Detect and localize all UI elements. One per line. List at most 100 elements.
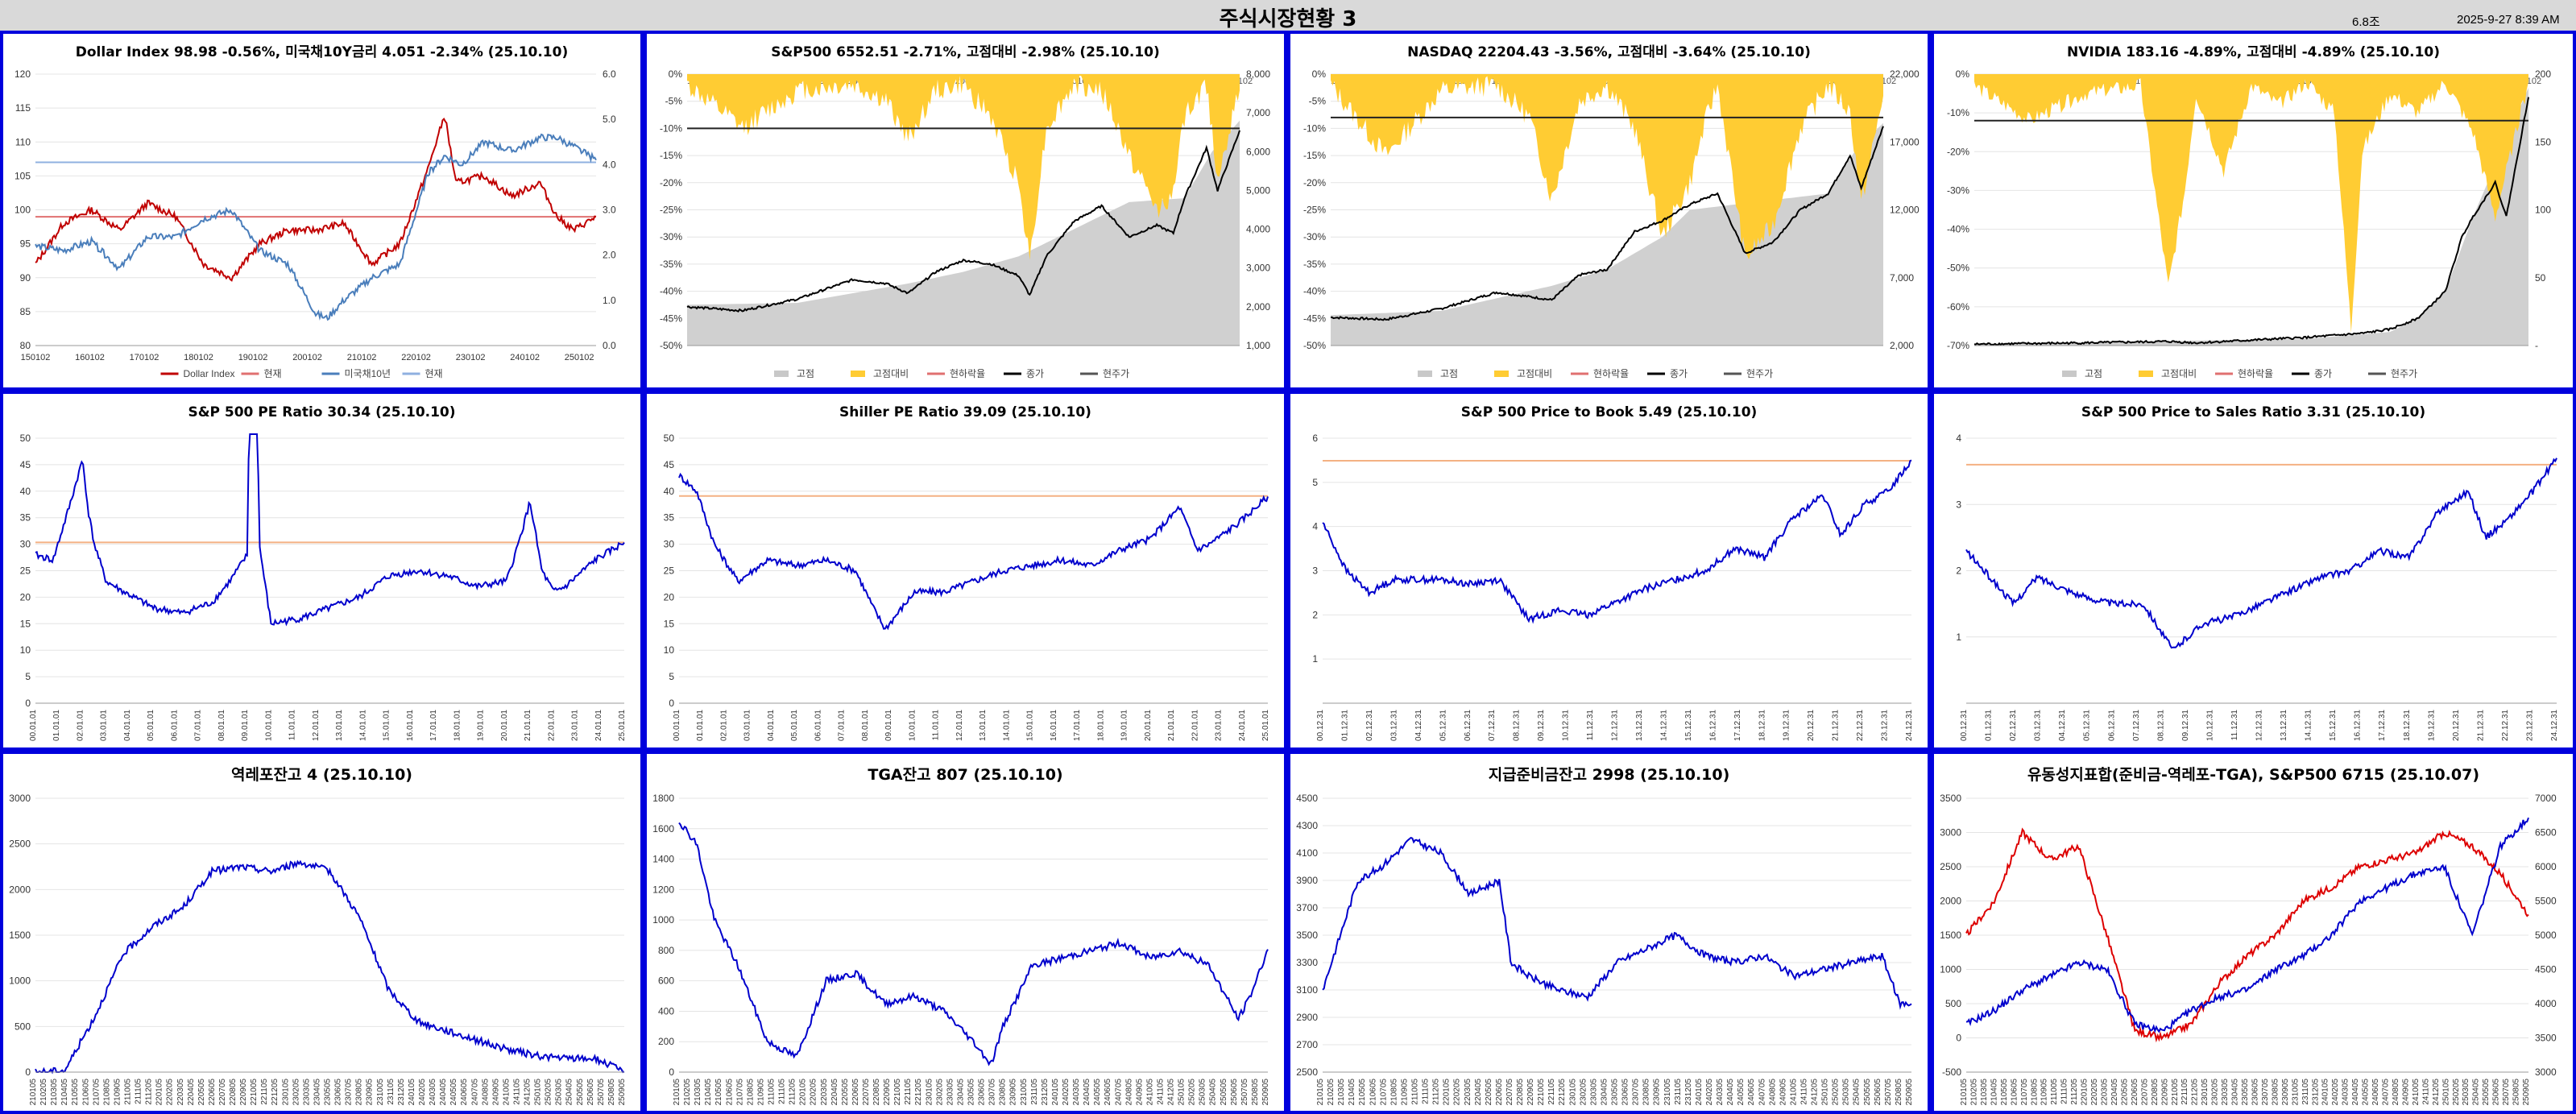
x-tick-label: 231205: [1041, 1079, 1050, 1106]
chart-panel-6: Shiller PE Ratio 39.09 (25.10.10) 0 5 10 15 2…: [644, 391, 1287, 751]
x-tick-label: 231205: [2311, 1079, 2320, 1106]
x-tick-label: 05.01.01: [790, 710, 799, 741]
chart-svg: 유동성지표합(준비금-역레포-TGA), S&P500 6715 (25.10.…: [1940, 766, 2557, 1106]
x-tick-label: 05.12.31: [1439, 710, 1447, 741]
x-tick-label: 240705: [2382, 1079, 2391, 1106]
legend-swatch: [1494, 371, 1509, 377]
x-tick-label: 12.12.31: [1611, 710, 1620, 741]
x-tick-label: 09.12.31: [1537, 710, 1546, 741]
series-line-1: [35, 433, 625, 627]
legend-label: 고점대비: [873, 368, 909, 379]
x-tick-label: 190102: [238, 353, 268, 362]
x-tick-label: 210905: [113, 1079, 122, 1106]
x-tick-label: 230605: [1621, 1079, 1630, 1106]
x-tick-label: 211205: [145, 1079, 154, 1105]
x-tick-label: 240305: [429, 1079, 437, 1106]
x-tick-label: 220805: [2151, 1079, 2160, 1106]
y2-tick-label: 6.0: [603, 68, 616, 80]
x-tick-label: 250405: [1853, 1079, 1862, 1106]
x-tick-label: 241205: [1811, 1079, 1820, 1106]
chart-title: 역레포잔고 4 (25.10.10): [231, 766, 412, 784]
y-tick-label: 3000: [9, 793, 31, 804]
x-tick-label: 240305: [1716, 1079, 1725, 1106]
chart-panel-11: 지급준비금잔고 2998 (25.10.10) 2500 2700 2900 3100 3…: [1287, 751, 1931, 1114]
x-tick-label: 250205: [1832, 1079, 1841, 1106]
x-tick-label: 210305: [1337, 1079, 1346, 1106]
x-tick-label: 210605: [2010, 1079, 2019, 1106]
close-price-line: [686, 130, 1240, 313]
y-tick-label: -10%: [1303, 122, 1326, 134]
x-tick-label: 231005: [1020, 1079, 1029, 1106]
x-tick-label: 240405: [1083, 1079, 1091, 1106]
x-tick-label: 220405: [2110, 1079, 2119, 1106]
x-tick-label: 150102: [21, 353, 51, 362]
x-tick-label: 210705: [2020, 1079, 2029, 1106]
y2-tick-label: 2,000: [1890, 340, 1914, 351]
y-tick-label: 1000: [652, 914, 674, 926]
x-tick-label: 250105: [2441, 1079, 2450, 1106]
x-tick-label: 13.01.01: [335, 710, 344, 741]
chart-title: S&P 500 PE Ratio 30.34 (25.10.10): [188, 404, 455, 420]
y-tick-label: -30%: [660, 231, 682, 242]
x-tick-label: 240205: [1705, 1079, 1714, 1106]
x-tick-label: 210705: [735, 1079, 744, 1106]
x-tick-label: 12.01.01: [312, 710, 321, 741]
x-tick-label: 17.12.31: [2378, 710, 2387, 741]
y-tick-label: 15: [664, 618, 675, 629]
x-tick-label: 250605: [1230, 1079, 1239, 1106]
x-tick-label: 18.12.31: [2403, 710, 2412, 741]
y-tick-label: -10%: [660, 122, 682, 134]
x-tick-label: 250905: [1261, 1079, 1270, 1106]
x-tick-label: 230102: [456, 353, 486, 362]
x-tick-label: 221205: [271, 1079, 280, 1106]
x-tick-label: 230505: [967, 1079, 976, 1106]
x-tick-label: 230905: [366, 1079, 375, 1106]
x-tick-label: 211105: [135, 1079, 143, 1104]
y2-tick-label: 7000: [2535, 793, 2557, 804]
x-tick-label: 19.12.31: [1783, 710, 1791, 741]
x-tick-label: 230705: [988, 1079, 997, 1106]
y-tick-label: 3: [1956, 499, 1961, 510]
y-tick-label: -15%: [1303, 150, 1326, 161]
x-tick-label: 210805: [1389, 1079, 1398, 1106]
x-tick-label: 21.01.01: [1167, 710, 1176, 741]
x-tick-label: 221205: [2191, 1079, 2200, 1106]
y-tick-label: 100: [14, 205, 31, 216]
x-tick-label: 07.12.31: [1488, 710, 1497, 741]
x-tick-label: 210105: [673, 1079, 681, 1106]
x-tick-label: 220505: [197, 1079, 206, 1106]
series-line-1: [35, 117, 597, 282]
series-line-1: [35, 859, 625, 1075]
x-tick-label: 230405: [313, 1079, 321, 1106]
x-tick-label: 210102: [347, 353, 377, 362]
x-tick-label: 250605: [2492, 1079, 2501, 1106]
x-tick-label: 06.01.01: [814, 710, 822, 741]
x-tick-label: 221005: [893, 1079, 902, 1106]
x-tick-label: 240405: [439, 1079, 448, 1106]
chart-svg: NVIDIA 183.16 -4.89%, 고점대비 -4.89% (25.10…: [1947, 44, 2551, 379]
x-tick-label: 11.12.31: [2230, 710, 2239, 741]
x-tick-label: 24.12.31: [2550, 710, 2559, 741]
y-tick-label: 45: [20, 459, 31, 470]
x-tick-label: 10.01.01: [908, 710, 917, 741]
x-tick-label: 210705: [1379, 1079, 1388, 1106]
x-tick-label: 220305: [176, 1079, 185, 1106]
x-tick-label: 06.12.31: [2107, 710, 2116, 741]
y-tick-label: 50: [20, 433, 31, 444]
y-tick-label: 1400: [652, 854, 674, 865]
x-tick-label: 12.01.01: [955, 710, 964, 741]
y-tick-label: 0%: [669, 68, 683, 80]
x-tick-label: 250405: [1209, 1079, 1218, 1106]
legend-label: 종가: [1670, 368, 1688, 379]
chart-title: NASDAQ 22204.43 -3.56%, 고점대비 -3.64% (25.…: [1407, 44, 1811, 60]
x-tick-label: 250805: [607, 1079, 616, 1106]
x-tick-label: 240805: [2392, 1079, 2400, 1106]
y-tick-label: 5: [25, 671, 31, 682]
x-tick-label: 220805: [229, 1079, 238, 1106]
y-tick-label: -10%: [1947, 107, 1969, 118]
page-title: 주식시장현황 3: [1219, 7, 1357, 31]
y-tick-label: 90: [20, 272, 31, 284]
x-tick-label: 230605: [2251, 1079, 2259, 1106]
x-tick-label: 220405: [1474, 1079, 1483, 1106]
legend-swatch: [1418, 371, 1432, 377]
